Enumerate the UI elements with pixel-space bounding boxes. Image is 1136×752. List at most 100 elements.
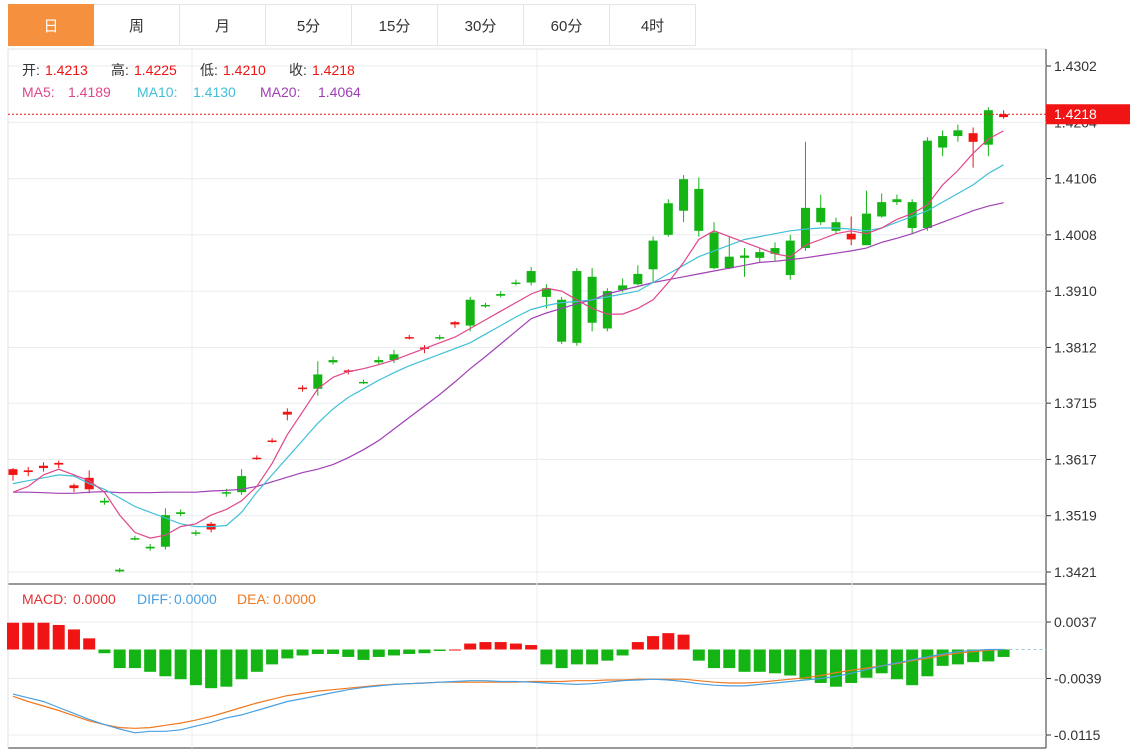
dea-value: 0.0000 bbox=[273, 591, 316, 607]
ma10-label: MA10: bbox=[137, 84, 177, 100]
ma10-value: 1.4130 bbox=[193, 84, 236, 100]
candle-body bbox=[267, 440, 277, 442]
macd-bar bbox=[479, 642, 492, 650]
macd-value: 0.0000 bbox=[73, 591, 116, 607]
price-badge-text: 1.4218 bbox=[1054, 106, 1097, 122]
close-label: 收: bbox=[289, 62, 307, 78]
candle-body bbox=[907, 202, 917, 228]
candle-body bbox=[938, 136, 948, 148]
macd-bar bbox=[845, 649, 858, 683]
y-tick-label: 1.3715 bbox=[1054, 395, 1097, 411]
candle-body bbox=[785, 240, 795, 276]
y-tick-label: 1.4008 bbox=[1054, 227, 1097, 243]
macd-bar bbox=[464, 643, 477, 650]
macd-bar bbox=[509, 643, 522, 650]
grid bbox=[7, 48, 1047, 749]
high-label: 高: bbox=[111, 62, 129, 78]
candle-body bbox=[435, 337, 445, 339]
macd-bar bbox=[220, 649, 233, 687]
dea-line bbox=[12, 648, 1004, 729]
macd-bar bbox=[235, 649, 248, 680]
candle-body bbox=[892, 199, 902, 203]
macd-bar bbox=[205, 649, 218, 689]
macd-bar bbox=[342, 649, 355, 657]
macd-bar bbox=[327, 649, 340, 654]
macd-bar bbox=[631, 642, 644, 650]
close-value: 1.4218 bbox=[312, 62, 355, 78]
ma-lines bbox=[12, 130, 1004, 539]
candle-body bbox=[404, 337, 414, 339]
candle-body bbox=[648, 240, 658, 270]
macd-bar bbox=[738, 649, 751, 672]
macd-bar bbox=[266, 649, 279, 665]
candles bbox=[8, 107, 1009, 573]
candle-body bbox=[115, 569, 125, 572]
tab-1[interactable]: 周 bbox=[94, 4, 180, 46]
macd-bar bbox=[936, 649, 949, 666]
candle-body bbox=[602, 291, 612, 329]
candle-body bbox=[526, 271, 536, 283]
tab-6[interactable]: 60分 bbox=[524, 4, 610, 46]
candle-body bbox=[54, 462, 64, 465]
candle-body bbox=[816, 207, 826, 223]
candle-body bbox=[953, 130, 963, 137]
macd-bar bbox=[890, 649, 903, 680]
axes: 1.43021.42041.41061.40081.39101.38121.37… bbox=[1046, 58, 1102, 743]
macd-panel bbox=[7, 622, 1046, 734]
macd-bar bbox=[144, 649, 157, 672]
tab-4[interactable]: 15分 bbox=[352, 4, 438, 46]
macd-bar bbox=[189, 649, 202, 686]
candle-body bbox=[541, 288, 551, 297]
macd-bar bbox=[22, 622, 35, 650]
tab-7[interactable]: 4时 bbox=[610, 4, 696, 46]
macd-tick-label: 0.0037 bbox=[1054, 614, 1097, 630]
tab-0[interactable]: 日 bbox=[8, 4, 94, 46]
candle-body bbox=[99, 500, 109, 503]
macd-bar bbox=[677, 634, 690, 650]
macd-bar bbox=[555, 649, 568, 669]
candle-body bbox=[23, 470, 33, 473]
candle-body bbox=[480, 304, 490, 307]
candle-body bbox=[663, 203, 673, 235]
macd-bar bbox=[311, 649, 324, 654]
macd-bar bbox=[769, 649, 781, 674]
low-label: 低: bbox=[200, 62, 218, 78]
candle-body bbox=[313, 374, 323, 389]
candle-body bbox=[221, 492, 231, 494]
y-tick-label: 1.3617 bbox=[1054, 451, 1097, 467]
macd-bar bbox=[174, 649, 187, 680]
candle-body bbox=[679, 179, 689, 211]
candle-body bbox=[846, 233, 856, 240]
macd-bar bbox=[708, 649, 721, 669]
macd-bar bbox=[296, 649, 309, 656]
candle-body bbox=[160, 515, 170, 547]
ma5-label: MA5: bbox=[22, 84, 55, 100]
high-value: 1.4225 bbox=[134, 62, 177, 78]
candle-body bbox=[328, 360, 338, 363]
period-tabs: 日周月 5分 15分 30分 60分 4时 bbox=[8, 4, 696, 48]
candle-body bbox=[572, 271, 582, 343]
macd-bar bbox=[433, 649, 446, 651]
macd-bar bbox=[860, 649, 873, 678]
candle-body bbox=[282, 411, 292, 415]
macd-label: MACD: bbox=[22, 591, 67, 607]
tab-3[interactable]: 5分 bbox=[266, 4, 352, 46]
macd-bar bbox=[662, 633, 675, 650]
macd-tick-label: -0.0039 bbox=[1054, 671, 1102, 687]
candle-body bbox=[38, 465, 48, 469]
macd-bar bbox=[906, 649, 919, 686]
macd-bar bbox=[570, 649, 583, 665]
macd-bar bbox=[250, 649, 263, 672]
ma5-line bbox=[12, 130, 1004, 539]
macd-bar bbox=[494, 642, 507, 650]
tab-2[interactable]: 月 bbox=[180, 4, 266, 46]
candle-body bbox=[374, 360, 384, 363]
candle-body bbox=[770, 248, 780, 254]
candle-body bbox=[740, 255, 750, 258]
macd-bar bbox=[448, 649, 461, 651]
candle-body bbox=[724, 256, 734, 269]
tab-5[interactable]: 30分 bbox=[438, 4, 524, 46]
y-tick-label: 1.3519 bbox=[1054, 508, 1097, 524]
candle-body bbox=[389, 354, 399, 361]
